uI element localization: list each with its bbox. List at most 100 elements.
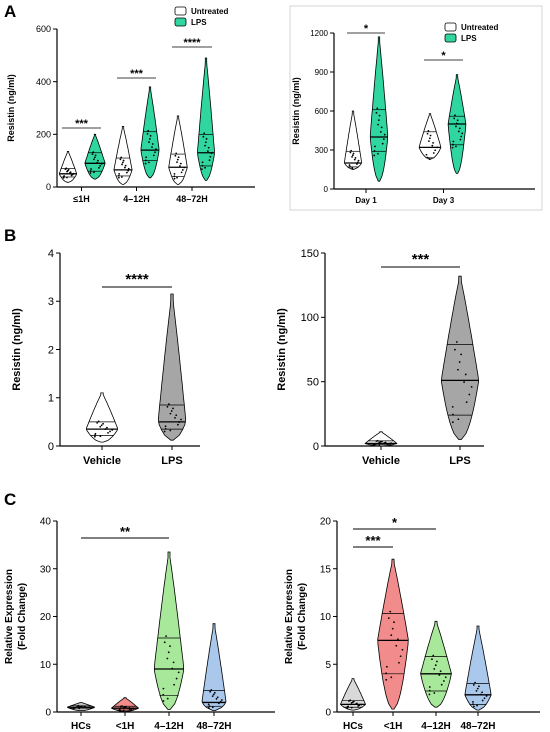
chart-b1-violin-0-point (94, 432, 97, 435)
chart-c1-y-tick-label: 40 (40, 517, 52, 528)
chart-a1-violin-0-1-point (118, 172, 121, 175)
chart-c1-x-tick-label: <1H (116, 721, 135, 732)
chart-a2-violin-1-0-point (379, 130, 382, 133)
chart-b2-violin-0-point (373, 443, 376, 446)
chart-c1-violin-2-point (175, 677, 178, 680)
chart-c2-x-tick-label: 48–72H (460, 721, 495, 732)
chart-a2-y-tick-label: 0 (324, 185, 329, 194)
chart-b1-violin-1-point (166, 405, 169, 408)
chart-a1-violin-1-1-point (148, 141, 150, 143)
chart-a2-sig-label: * (441, 50, 446, 62)
chart-c2-x-tick-label: <1H (384, 721, 403, 732)
chart-c2-violin-0-point (360, 703, 363, 706)
chart-a1-violin-1-0-point (92, 151, 95, 154)
chart-b2-violin-0-point (379, 440, 382, 443)
chart-b1-violin-1-point (169, 412, 172, 415)
chart-a1-x-tick-label: ≤1H (73, 194, 89, 204)
chart-c1-violin-1-point (128, 708, 131, 711)
chart-c2-sig-label: * (392, 515, 398, 530)
chart-a1-violin-1-0-point (89, 172, 92, 174)
chart-a2-violin-1-0-point (377, 152, 379, 155)
chart-b2-y-tick-label: 150 (301, 248, 319, 260)
chart-a1-violin-1-2-point (200, 168, 203, 170)
chart-a2-violin-0-1-point (429, 134, 432, 137)
chart-b1-violin-0-point (111, 429, 114, 431)
chart-b2-y-label: Resistin (ng/ml) (276, 308, 288, 391)
chart-c2-y-tick-label: 15 (320, 564, 332, 575)
chart-a1-violin-1-1-point (147, 129, 150, 132)
chart-b2-violin-1-point (464, 373, 467, 376)
chart-b2-y-tick-label: 50 (307, 377, 319, 389)
chart-c2-violin-0-point (355, 702, 358, 705)
chart-a1-violin-1-0-point (94, 154, 97, 157)
chart-b1-violin-1-point (170, 410, 173, 412)
chart-b1-violin-0-point (94, 435, 96, 438)
chart-c1-violin-0-point (88, 706, 91, 709)
chart-a1-violin-1-0-point (99, 164, 101, 167)
chart-a2-violin-0-0-point (349, 165, 351, 168)
chart-a1-y-tick-label: 0 (46, 182, 51, 192)
chart-c1-violin-3-point (220, 699, 223, 701)
chart-c2-violin-2-point (444, 676, 447, 679)
chart-a1-legend-label: Untreated (191, 7, 228, 16)
chart-b2-violin-0-point (378, 444, 381, 446)
chart-a2-violin-0-1-point (428, 137, 431, 140)
chart-b1-y-tick-label: 0 (48, 441, 54, 453)
chart-c2-violin-1-point (390, 634, 393, 637)
chart-a1-violin-0-2-point (175, 152, 178, 155)
chart-a1-violin-0-0-point (67, 168, 70, 171)
chart-b1-violin-0-point (107, 432, 109, 434)
chart-c2-violin-1-point (396, 638, 399, 641)
chart-a1-violin-1-1-point (149, 134, 152, 137)
chart-a2-violin-0-1-point (427, 130, 430, 132)
chart-b1-violin-0-point (109, 430, 111, 433)
chart-a1-violin-0-0-point (63, 175, 66, 177)
chart-a2-violin-0-1-point (426, 156, 429, 159)
chart-a2-y-tick-label: 900 (315, 68, 329, 77)
chart-b2-violin-0-point (384, 441, 387, 444)
chart-c2-violin-1-point (391, 627, 394, 630)
chart-c1-y-tick-label: 0 (45, 708, 51, 719)
chart-a1-sig-label: *** (130, 68, 144, 80)
chart-c1-violin-3-point (219, 700, 222, 703)
chart-c2-violin-2-point (432, 654, 435, 657)
chart-a2-violin-0-1-point (431, 144, 434, 147)
chart-c2-violin-2-point (428, 686, 431, 688)
chart-b2-violin-1-point (452, 413, 454, 416)
chart-a1-violin-1-2-point (209, 155, 212, 158)
chart-a1-violin-1-1-point (147, 161, 150, 164)
chart-b2-sig-label: *** (412, 251, 430, 268)
chart-a1-violin-1-0-point (96, 159, 99, 162)
chart-c1-violin-2-point (177, 671, 180, 674)
chart-c1-violin-1-point (122, 709, 125, 712)
chart-c1-violin-3-point (208, 705, 211, 708)
chart-a2-violin-1-0-point (377, 119, 380, 122)
chart-b1-violin-1-point (163, 430, 166, 433)
chart-a2-legend-swatch (444, 22, 457, 32)
chart-c1-violin-0-point (84, 705, 86, 708)
chart-b1-violin-0-point (96, 421, 99, 424)
chart-a1-violin-0-1-point (127, 169, 129, 172)
chart-c2-violin-1-point (390, 676, 393, 679)
chart-b1-violin-1-point (167, 403, 170, 406)
chart-c2-violin-3 (464, 625, 492, 711)
chart-a2-violin-0-0 (344, 110, 362, 170)
chart-a1-y-tick-label: 400 (36, 77, 51, 87)
chart-b1-y-tick-label: 4 (48, 248, 54, 260)
chart-a2-violin-1-0-point (383, 133, 386, 136)
chart-a1-violin-0-2-point (176, 161, 178, 164)
chart-a1-violin-0-1-point (121, 163, 123, 166)
chart-a1-violin-0-1-point (117, 176, 120, 179)
chart-a2-violin-1-1-point (453, 117, 456, 120)
chart-a2-violin-1-1-point (451, 146, 454, 149)
chart-c1-violin-0-point (78, 707, 81, 710)
chart-a1-violin-1-0-point (91, 153, 94, 156)
chart-b2-violin-0-point (381, 440, 383, 443)
chart-a2-frame (289, 5, 543, 211)
chart-c1-violin-1-point (121, 705, 124, 708)
panel-label-b: B (4, 226, 17, 245)
chart-c2-violin-2-point (436, 660, 438, 663)
chart-c1-violin-3-point (215, 698, 218, 700)
chart-a2-violin-1-1-point (460, 135, 463, 138)
chart-a2-violin-0-1-point (432, 152, 435, 154)
